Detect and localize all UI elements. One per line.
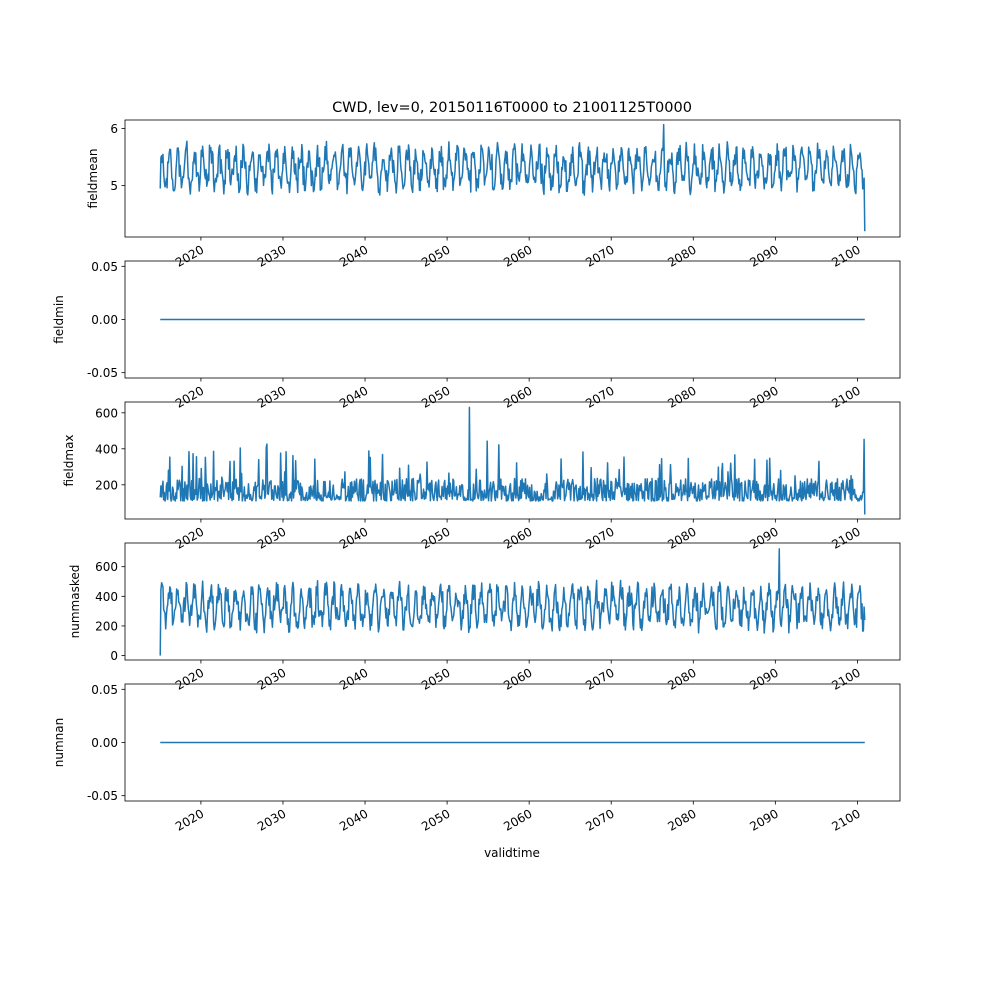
y-tick-label: 400 — [95, 590, 118, 604]
axes-frame-nummasked — [124, 542, 901, 661]
y-tick-label: -0.05 — [87, 366, 118, 380]
y-tick-label: 200 — [95, 478, 118, 492]
axes-frame-fieldmax — [124, 401, 901, 520]
y-axis-label-fieldmean: fieldmean — [86, 149, 100, 209]
chart-title: CWD, lev=0, 20150116T0000 to 21001125T00… — [332, 100, 692, 116]
y-tick-label: 6 — [110, 122, 118, 136]
y-tick-label: 5 — [110, 179, 118, 193]
series-line-fieldmean — [159, 123, 866, 232]
y-tick-label: 0.00 — [91, 313, 118, 327]
y-tick-label: 0.05 — [91, 683, 118, 697]
y-tick-label: 600 — [95, 560, 118, 574]
series-line-nummasked — [159, 548, 866, 656]
y-axis-label-numnan: numnan — [52, 718, 66, 767]
y-axis-label-fieldmax: fieldmax — [62, 434, 76, 486]
y-axis-label-nummasked: nummasked — [68, 565, 82, 639]
y-axis-label-fieldmin: fieldmin — [52, 295, 66, 344]
x-axis-label: validtime — [484, 846, 540, 860]
y-tick-label: -0.05 — [87, 789, 118, 803]
y-tick-label: 0 — [110, 649, 118, 663]
y-tick-label: 0.05 — [91, 260, 118, 274]
axes-frame-fieldmean — [124, 119, 901, 238]
y-tick-label: 600 — [95, 406, 118, 420]
series-line-fieldmax — [159, 406, 866, 515]
y-tick-label: 0.00 — [91, 736, 118, 750]
y-tick-label: 200 — [95, 619, 118, 633]
y-tick-label: 400 — [95, 442, 118, 456]
